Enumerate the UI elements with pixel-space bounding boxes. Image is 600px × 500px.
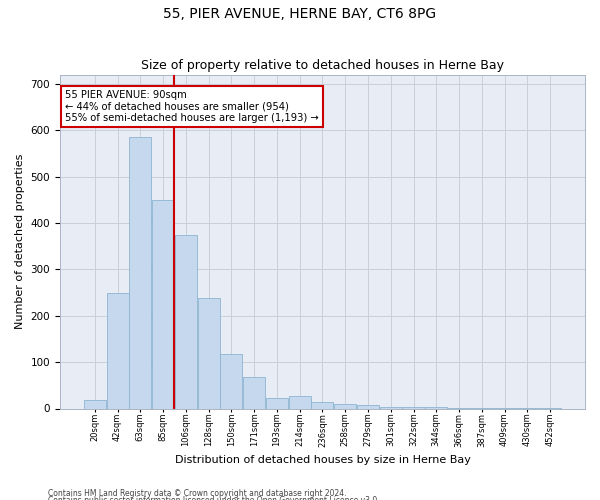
Bar	[403, 407, 425, 408]
Text: Contains public sector information licensed under the Open Government Licence v3: Contains public sector information licen…	[48, 496, 380, 500]
Bar	[84, 400, 106, 408]
Bar	[311, 402, 334, 408]
Bar	[289, 396, 311, 408]
Bar	[380, 406, 402, 408]
Bar	[357, 406, 379, 408]
Bar	[107, 294, 128, 408]
Bar	[266, 398, 288, 408]
Bar	[334, 404, 356, 408]
Text: 55, PIER AVENUE, HERNE BAY, CT6 8PG: 55, PIER AVENUE, HERNE BAY, CT6 8PG	[163, 8, 437, 22]
Title: Size of property relative to detached houses in Herne Bay: Size of property relative to detached ho…	[141, 59, 504, 72]
Bar	[425, 407, 448, 408]
Bar	[197, 298, 220, 408]
Y-axis label: Number of detached properties: Number of detached properties	[15, 154, 25, 329]
X-axis label: Distribution of detached houses by size in Herne Bay: Distribution of detached houses by size …	[175, 455, 470, 465]
Text: Contains HM Land Registry data © Crown copyright and database right 2024.: Contains HM Land Registry data © Crown c…	[48, 488, 347, 498]
Bar	[129, 137, 151, 408]
Text: 55 PIER AVENUE: 90sqm
← 44% of detached houses are smaller (954)
55% of semi-det: 55 PIER AVENUE: 90sqm ← 44% of detached …	[65, 90, 319, 123]
Bar	[220, 354, 242, 408]
Bar	[243, 377, 265, 408]
Bar	[175, 234, 197, 408]
Bar	[152, 200, 174, 408]
